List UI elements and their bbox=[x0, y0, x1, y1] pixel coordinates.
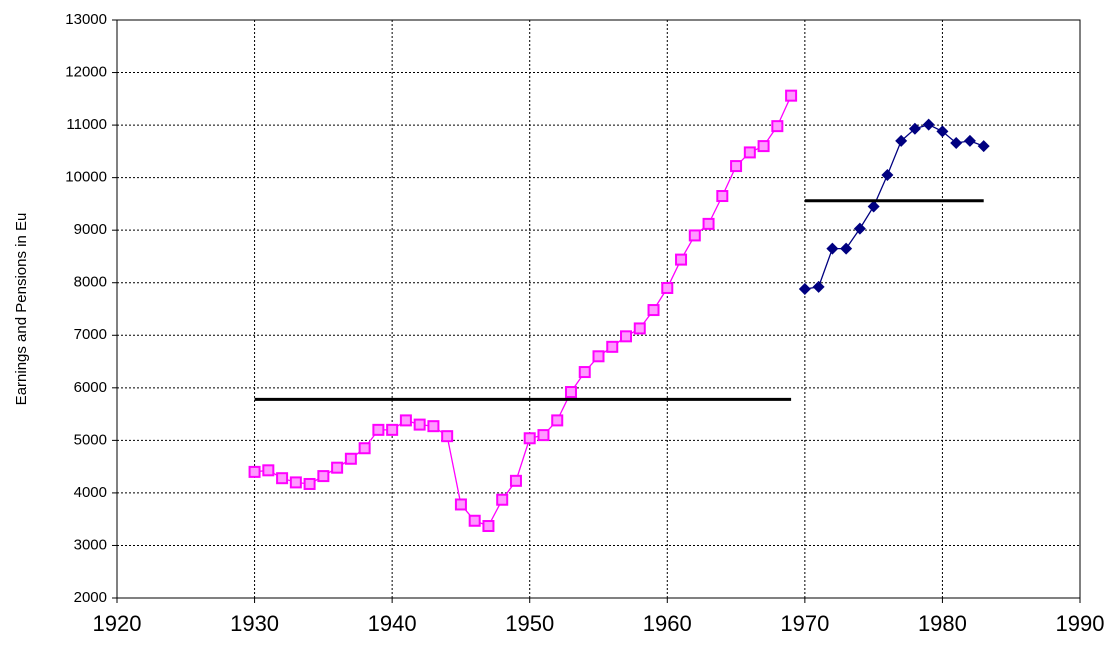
marker bbox=[867, 200, 880, 213]
y-tick-label: 10000 bbox=[65, 169, 107, 186]
y-tick-label: 7000 bbox=[74, 326, 107, 343]
marker bbox=[331, 461, 344, 474]
marker bbox=[633, 322, 646, 335]
plot-frame bbox=[116, 19, 1081, 599]
marker bbox=[895, 134, 908, 147]
marker bbox=[344, 452, 357, 465]
y-tick-label: 12000 bbox=[65, 64, 107, 81]
marker bbox=[496, 493, 509, 506]
marker bbox=[661, 281, 674, 294]
marker bbox=[248, 465, 261, 478]
marker bbox=[441, 430, 454, 443]
x-tick-label: 1940 bbox=[368, 611, 417, 636]
marker bbox=[427, 420, 440, 433]
marker bbox=[977, 140, 990, 153]
marker bbox=[853, 222, 866, 235]
marker bbox=[812, 280, 825, 293]
marker bbox=[908, 122, 921, 135]
marker bbox=[702, 217, 715, 230]
marker bbox=[757, 140, 770, 153]
series-line bbox=[804, 123, 984, 290]
marker bbox=[303, 477, 316, 490]
marker bbox=[881, 169, 894, 182]
y-tick-label: 5000 bbox=[74, 431, 107, 448]
marker bbox=[578, 366, 591, 379]
marker bbox=[620, 330, 633, 343]
marker bbox=[950, 136, 963, 149]
x-tick-label: 1970 bbox=[780, 611, 829, 636]
marker bbox=[523, 432, 536, 445]
marker bbox=[482, 520, 495, 533]
marker bbox=[606, 340, 619, 353]
y-axis-label: Earnings and Pensions in Eu bbox=[13, 213, 30, 406]
marker bbox=[936, 125, 949, 138]
marker bbox=[743, 146, 756, 159]
x-tick-label: 1930 bbox=[230, 611, 279, 636]
y-tick-label: 9000 bbox=[74, 221, 107, 238]
series-line bbox=[254, 95, 792, 527]
x-tick-label: 1960 bbox=[643, 611, 692, 636]
marker bbox=[454, 498, 467, 511]
marker bbox=[826, 242, 839, 255]
marker bbox=[716, 190, 729, 203]
marker bbox=[289, 476, 302, 489]
marker bbox=[262, 464, 275, 477]
y-tick-label: 13000 bbox=[65, 11, 107, 28]
marker bbox=[798, 283, 811, 296]
marker bbox=[509, 474, 522, 487]
x-tick-label: 1920 bbox=[93, 611, 142, 636]
marker bbox=[564, 386, 577, 399]
marker bbox=[730, 160, 743, 173]
y-tick-label: 4000 bbox=[74, 484, 107, 501]
marker bbox=[840, 242, 853, 255]
marker bbox=[771, 120, 784, 133]
marker bbox=[675, 253, 688, 266]
marker bbox=[468, 514, 481, 527]
marker bbox=[386, 423, 399, 436]
marker bbox=[317, 470, 330, 483]
marker bbox=[963, 134, 976, 147]
marker bbox=[372, 423, 385, 436]
marker bbox=[922, 118, 935, 131]
marker bbox=[688, 229, 701, 242]
y-tick-label: 2000 bbox=[74, 589, 107, 606]
x-tick-label: 1980 bbox=[918, 611, 967, 636]
marker bbox=[399, 414, 412, 427]
y-tick-label: 6000 bbox=[74, 379, 107, 396]
y-tick-label: 11000 bbox=[66, 116, 107, 133]
marker bbox=[785, 89, 798, 102]
marker bbox=[592, 350, 605, 363]
marker bbox=[537, 429, 550, 442]
y-tick-label: 8000 bbox=[74, 274, 107, 291]
marker bbox=[647, 304, 660, 317]
y-tick-label: 3000 bbox=[74, 536, 107, 553]
marker bbox=[413, 418, 426, 431]
marker bbox=[358, 442, 371, 455]
marker bbox=[551, 414, 564, 427]
x-tick-label: 1990 bbox=[1056, 611, 1105, 636]
marker bbox=[276, 472, 289, 485]
x-tick-label: 1950 bbox=[505, 611, 554, 636]
